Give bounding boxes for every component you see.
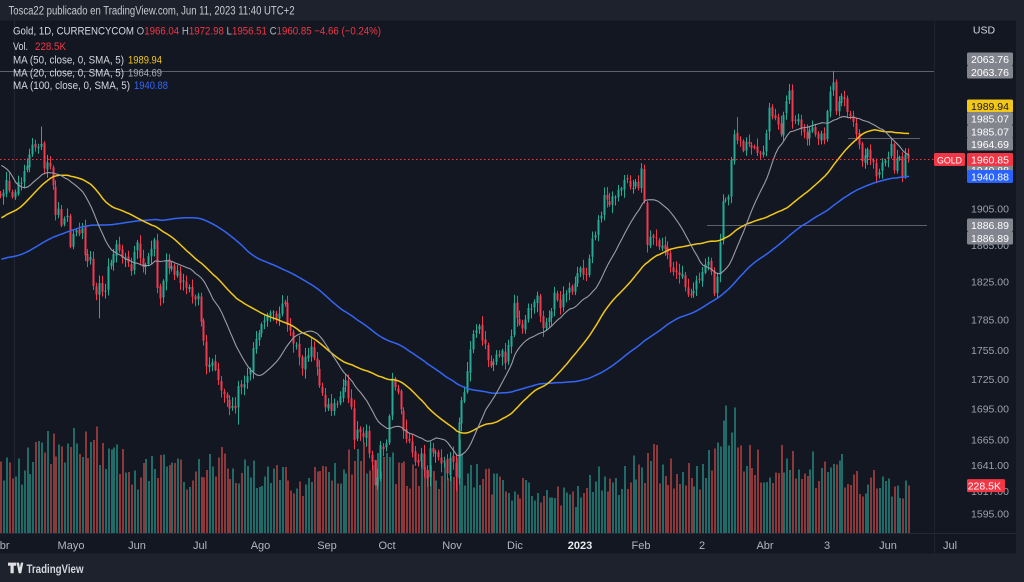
svg-text:1665.00: 1665.00 [971,434,1009,446]
svg-text:1641.00: 1641.00 [971,460,1009,472]
svg-text:228.5K: 228.5K [968,480,1001,492]
svg-text:1940.88: 1940.88 [134,80,168,92]
svg-text:1960.85: 1960.85 [971,154,1009,166]
svg-text:1940.88: 1940.88 [971,171,1009,183]
svg-text:1825.00: 1825.00 [971,277,1009,289]
svg-text:Dic: Dic [507,540,523,552]
svg-text:1964.69: 1964.69 [128,68,162,80]
svg-text:MA (100, close, 0, SMA, 5): MA (100, close, 0, SMA, 5) [13,80,130,92]
svg-text:Oct: Oct [378,540,395,552]
svg-text:Nov: Nov [442,540,462,552]
svg-text:1695.00: 1695.00 [971,403,1009,415]
svg-text:Mayo: Mayo [58,540,85,552]
svg-text:1785.00: 1785.00 [971,314,1009,326]
svg-text:2063.76: 2063.76 [971,54,1009,66]
svg-text:Jun: Jun [879,540,897,552]
svg-text:GOLD: GOLD [937,155,962,166]
svg-text:TradingView: TradingView [27,564,84,576]
svg-text:Feb: Feb [632,540,651,552]
svg-text:1725.00: 1725.00 [971,374,1009,386]
svg-text:Jun: Jun [128,540,146,552]
svg-text:MA (50, close, 0, SMA, 5): MA (50, close, 0, SMA, 5) [13,55,124,67]
svg-text:2023: 2023 [568,540,592,552]
svg-text:1886.89: 1886.89 [971,233,1009,245]
svg-text:Tosca22 publicado en TradingVi: Tosca22 publicado en TradingView.com, Ju… [9,6,295,18]
svg-text:Abr: Abr [756,540,773,552]
svg-text:3: 3 [824,540,830,552]
svg-text:Jul: Jul [943,540,957,552]
svg-text:2: 2 [699,540,705,552]
svg-text:Ago: Ago [251,540,271,552]
svg-text:1595.00: 1595.00 [971,508,1009,520]
svg-text:Abr: Abr [0,540,10,552]
svg-text:1964.69: 1964.69 [971,139,1009,151]
svg-text:228.5K: 228.5K [35,41,67,53]
svg-text:Sep: Sep [317,540,337,552]
svg-text:USD: USD [973,25,996,37]
svg-text:1989.94: 1989.94 [128,55,162,67]
svg-text:MA (20, close, 0, SMA, 5): MA (20, close, 0, SMA, 5) [13,68,124,80]
svg-text:1755.00: 1755.00 [971,345,1009,357]
svg-text:2063.76: 2063.76 [971,67,1009,79]
svg-text:1985.07: 1985.07 [971,126,1009,138]
svg-text:Vol.: Vol. [13,41,28,53]
svg-text:Jul: Jul [193,540,207,552]
svg-text:1985.07: 1985.07 [971,113,1009,125]
svg-text:1886.89: 1886.89 [971,220,1009,232]
svg-text:Gold, 1D, CURRENCYCOM O1966.0: Gold, 1D, CURRENCYCOM O1966.04 H1972.98 … [13,26,381,38]
svg-text:1989.94: 1989.94 [971,101,1009,113]
svg-text:1905.00: 1905.00 [971,203,1009,215]
